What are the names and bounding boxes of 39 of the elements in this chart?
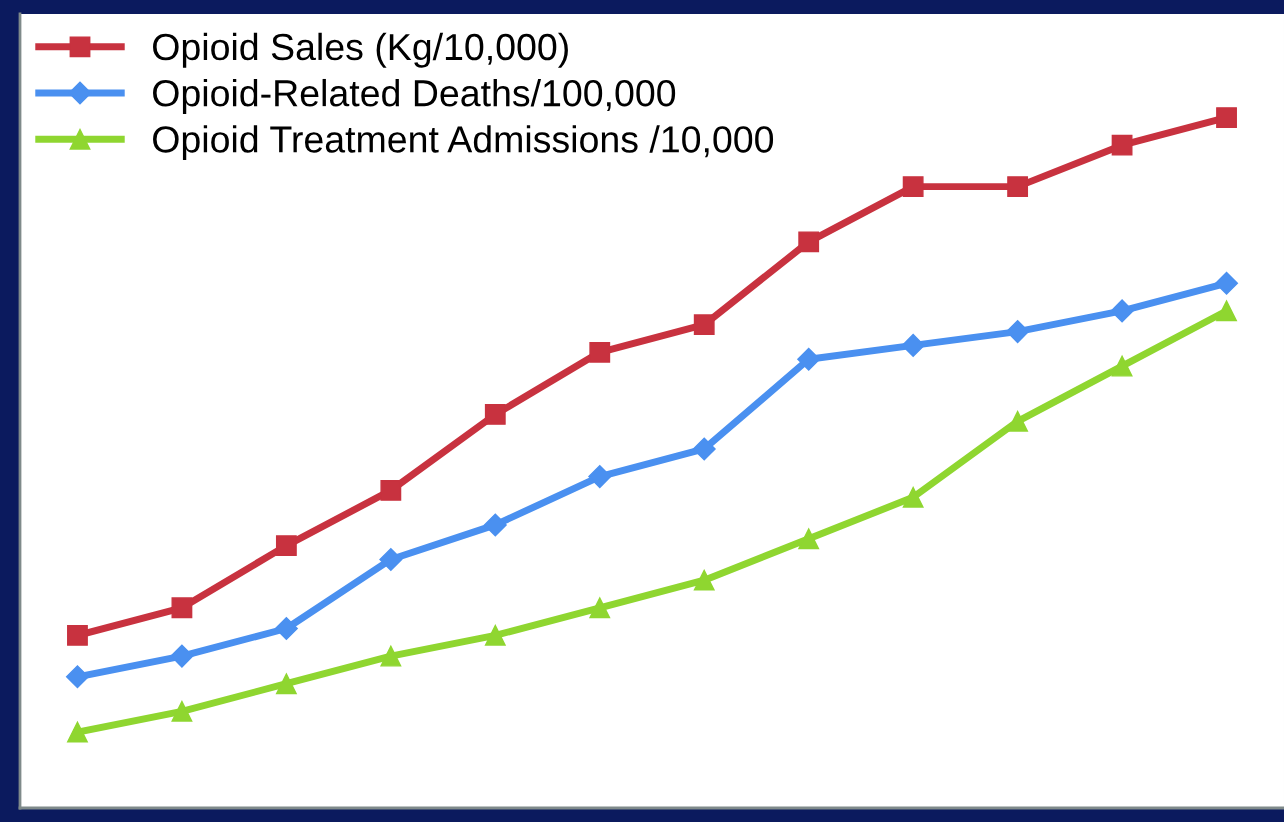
point — [692, 437, 716, 461]
point — [483, 513, 507, 537]
point — [380, 479, 402, 501]
point — [693, 569, 715, 591]
point — [798, 528, 820, 550]
point — [170, 644, 194, 668]
point — [379, 547, 403, 571]
point — [797, 347, 821, 371]
point — [65, 665, 89, 689]
point — [67, 624, 88, 646]
point — [1110, 299, 1134, 323]
point — [171, 597, 193, 619]
point — [380, 645, 402, 667]
legend-label: Opioid-Related Deaths/100,000 — [153, 78, 676, 114]
point — [275, 535, 297, 557]
point — [275, 673, 297, 695]
point — [798, 231, 820, 253]
point — [589, 597, 611, 619]
point — [1216, 107, 1237, 128]
point — [1007, 410, 1029, 432]
point — [1111, 355, 1133, 377]
point — [484, 404, 506, 425]
point — [67, 721, 88, 743]
point — [1216, 300, 1237, 322]
point — [589, 341, 611, 363]
legend-label: Opioid Sales (Kg/10,000) — [153, 32, 568, 68]
point — [171, 700, 193, 722]
point — [588, 465, 612, 489]
point — [484, 624, 506, 646]
point — [1215, 271, 1239, 295]
point — [902, 486, 924, 508]
point — [1111, 134, 1133, 156]
point — [1007, 176, 1029, 198]
point — [693, 314, 715, 336]
legend-label: Opioid Treatment Admissions /10,000 — [153, 125, 774, 161]
point — [1006, 320, 1030, 344]
point — [902, 176, 924, 198]
point — [901, 333, 925, 357]
point — [274, 616, 298, 640]
